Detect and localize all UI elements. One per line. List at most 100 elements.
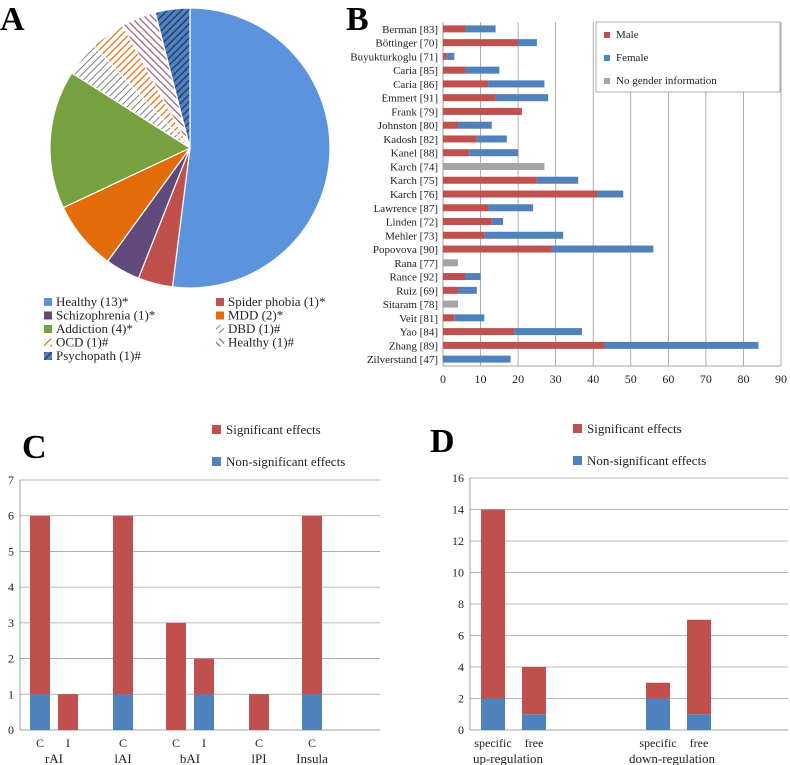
bar-label: C xyxy=(36,736,44,750)
bar-segment xyxy=(604,341,759,349)
category-label: Lawrence [87] xyxy=(374,203,438,215)
legend-swatch xyxy=(212,457,221,466)
bar-segment xyxy=(491,218,504,226)
bar-segment xyxy=(443,149,470,157)
category-label: Kadosh [82] xyxy=(383,134,438,146)
bar-segment xyxy=(443,121,459,129)
bar-significant xyxy=(113,515,133,695)
bar-segment xyxy=(443,341,605,349)
bar-non-significant xyxy=(687,714,711,730)
bar-segment xyxy=(488,80,545,88)
bar-segment xyxy=(443,66,466,74)
bar-segment xyxy=(443,328,515,336)
category-label: Kanel [88] xyxy=(391,148,438,160)
category-label: Johnston [80] xyxy=(378,120,438,132)
bar-significant xyxy=(30,515,50,695)
legend-swatch xyxy=(44,298,52,306)
category-label: Emmert [91] xyxy=(381,93,438,105)
bar-segment xyxy=(465,66,500,74)
legend-swatch xyxy=(44,352,52,360)
bar-label: C xyxy=(255,736,263,750)
legend-swatch xyxy=(212,425,221,434)
pie-legend: Healthy (13)* Spider phobia (1)* Schizophr… xyxy=(44,294,325,363)
pie-chart xyxy=(49,7,331,289)
y-tick-label: 7 xyxy=(8,473,14,487)
bar-segment xyxy=(443,94,496,102)
x-tick-label: 10 xyxy=(475,372,487,386)
y-tick-label: 6 xyxy=(458,629,464,643)
bar-label: I xyxy=(202,736,206,750)
panel-label-b: B xyxy=(346,1,369,38)
bar-significant xyxy=(58,694,78,730)
category-label: Caria [85] xyxy=(393,65,438,77)
bar-non-significant xyxy=(481,698,505,730)
bar-label: specific xyxy=(474,736,511,750)
category-label: Rance [92] xyxy=(389,272,438,284)
bar-segment xyxy=(443,39,519,47)
group-label: down-regulation xyxy=(629,751,715,765)
category-label: Frank [79] xyxy=(391,106,438,118)
bar-non-significant xyxy=(30,694,50,730)
bar-label: C xyxy=(119,736,127,750)
pie-slice xyxy=(154,7,191,149)
bar-significant xyxy=(646,682,670,699)
category-label: Caria [86] xyxy=(393,79,438,91)
y-tick-label: 5 xyxy=(8,544,14,558)
bar-label: C xyxy=(172,736,180,750)
category-label: Veit [81] xyxy=(399,313,438,325)
bar-significant xyxy=(249,694,269,730)
bar-segment xyxy=(443,135,477,143)
pie-slice xyxy=(49,72,192,209)
bar-significant xyxy=(302,515,322,695)
legend-label: DBD (1)# xyxy=(228,321,281,336)
bar-segment xyxy=(484,231,564,239)
legend-swatch xyxy=(604,32,610,38)
bar-segment xyxy=(443,52,447,60)
bar-segment xyxy=(454,314,485,322)
bar-non-significant xyxy=(113,694,133,730)
bar-segment xyxy=(551,245,654,253)
bar-non-significant xyxy=(646,698,670,730)
group-label: Insula xyxy=(296,751,328,765)
x-tick-label: 0 xyxy=(440,372,446,386)
bar-segment xyxy=(443,286,459,294)
legend-swatch xyxy=(216,298,224,306)
x-tick-label: 90 xyxy=(775,372,787,386)
legend-label: Significant effects xyxy=(587,421,682,436)
y-tick-label: 4 xyxy=(8,580,14,594)
x-tick-label: 20 xyxy=(512,372,524,386)
bar-segment xyxy=(465,25,496,33)
category-label: Popovova [90] xyxy=(373,244,438,256)
legend-label: Female xyxy=(616,52,648,64)
legend-swatch xyxy=(216,311,224,320)
y-tick-label: 14 xyxy=(452,503,464,517)
bar-segment xyxy=(514,328,582,336)
bar-segment xyxy=(443,273,466,281)
bar-segment xyxy=(443,204,489,212)
bar-segment xyxy=(465,273,481,281)
category-label: Karch [74] xyxy=(390,161,438,173)
panel-label-c: C xyxy=(22,429,47,466)
bar-segment xyxy=(446,52,455,60)
y-tick-label: 2 xyxy=(458,692,464,706)
bar-segment xyxy=(443,259,459,267)
y-tick-label: 4 xyxy=(458,660,464,674)
legend-swatch xyxy=(573,456,582,465)
legend-swatch xyxy=(44,338,52,347)
bar-segment xyxy=(443,25,466,33)
panel-label-d: D xyxy=(430,423,455,460)
group-label: bAI xyxy=(180,751,200,765)
legend-label: Healthy (13)* xyxy=(56,294,129,309)
x-tick-label: 30 xyxy=(550,372,562,386)
bar-segment xyxy=(443,231,485,239)
category-label: Berman [83] xyxy=(382,24,438,36)
y-tick-label: 10 xyxy=(452,566,464,580)
legend-swatch xyxy=(573,424,582,433)
category-label: Karch [75] xyxy=(390,175,438,187)
x-tick-label: 40 xyxy=(587,372,599,386)
x-tick-label: 60 xyxy=(662,372,674,386)
category-label: Mehler [73] xyxy=(385,230,438,242)
bar-label: specific xyxy=(639,736,676,750)
